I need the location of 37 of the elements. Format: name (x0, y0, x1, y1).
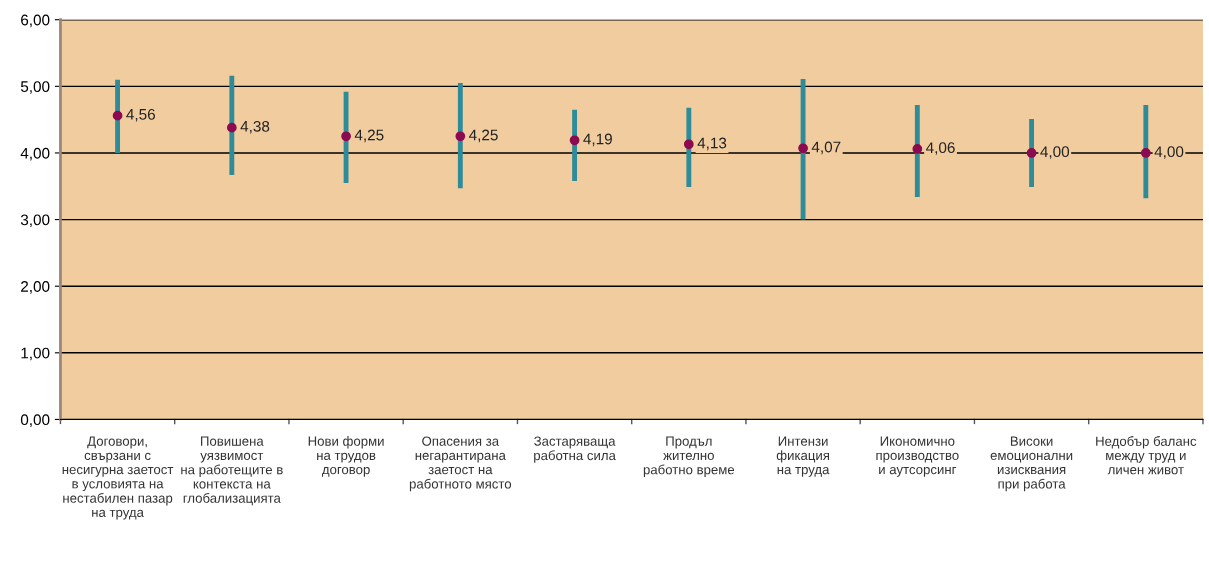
x-tick-label: Икономично производство и аутсорсинг (876, 436, 959, 477)
point (226, 122, 237, 133)
point (112, 110, 123, 121)
y-tick-label: 3,00 (20, 214, 50, 228)
y-tick-label: 5,00 (20, 81, 50, 94)
x-tick-label: Нови форми на трудов договор (308, 436, 384, 477)
x-tick-label: Застаряваща работна сила (534, 436, 616, 463)
point (341, 131, 351, 142)
data-label: 4,00 (1154, 146, 1184, 159)
y-tick-label: 1,00 (21, 347, 50, 361)
data-label: 4,25 (469, 129, 498, 143)
point (683, 139, 694, 150)
y-tick-label: 2,00 (21, 281, 50, 294)
point (798, 143, 808, 154)
point (455, 131, 466, 142)
data-label: 4,56 (126, 108, 155, 122)
data-label: 4,07 (811, 141, 841, 155)
data-label: 4,13 (697, 137, 727, 151)
point (569, 135, 580, 146)
x-tick-label: Повишена уязвимост на работещите в контекста на глобализацията (181, 436, 283, 506)
y-tick-label: 6,00 (21, 14, 50, 28)
y-tick-label: 4,00 (20, 147, 50, 161)
data-label: 4,06 (926, 142, 955, 155)
x-tick-label: Интензи фикация на труда (776, 436, 830, 477)
x-tick-label: Договори, свързани с несигурна заетост в условията на нестабилен пазар на труда (62, 436, 174, 520)
data-label: 4,00 (1040, 146, 1070, 159)
x-tick-label: Високи емоционални изисквания при работа (990, 436, 1073, 492)
x-tick-label: Опасения за негарантирана заетост на работното място (409, 436, 512, 492)
data-label: 4,25 (354, 129, 384, 143)
y-tick-label: 0,00 (20, 414, 50, 427)
point (1140, 148, 1151, 158)
data-label: 4,38 (240, 120, 270, 134)
point (1026, 148, 1037, 158)
data-label: 4,19 (583, 133, 612, 147)
point (912, 144, 923, 154)
x-tick-label: Продъл жително работно време (643, 436, 735, 477)
x-tick-label: Недобър баланс между труд и личен живот (1096, 436, 1197, 475)
